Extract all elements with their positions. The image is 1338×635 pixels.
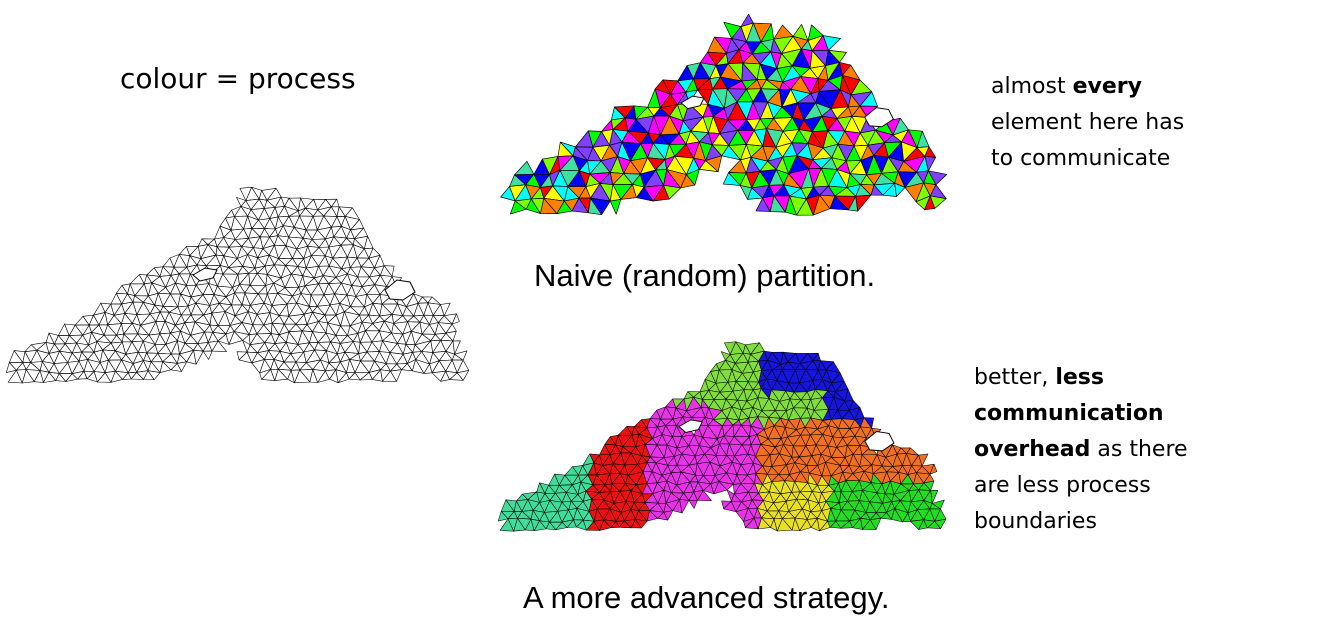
naive-note-part-1: almost [991,74,1073,99]
random-partition-mesh [500,13,948,216]
advanced-mesh-triangle [931,499,945,510]
plain-mesh-triangle [211,340,227,352]
plain-mesh-triangle [147,370,161,380]
advanced-mesh-island-hole [864,430,895,452]
random-mesh-triangle [894,182,906,197]
random-mesh-triangle [929,195,947,209]
colour-legend-text: colour = process [120,62,356,95]
plain-lake-mesh [5,187,470,384]
random-mesh-triangle [855,194,872,212]
plain-mesh-triangle [445,330,457,342]
plain-mesh-island-hole [192,267,218,282]
naive-note-part-3: element here has to communicate [991,110,1185,171]
random-mesh-triangle [609,199,622,215]
advanced-mesh-island-hole [678,419,703,433]
advanced-note-part-2: less communication overhead [974,365,1164,462]
plain-mesh-triangle [451,313,460,325]
advanced-mesh-triangle [869,518,882,530]
naive-note-part-2: every [1072,74,1142,99]
plain-mesh-triangle [177,361,187,372]
random-mesh-triangle [514,161,535,176]
advanced-mesh-triangle [697,490,712,502]
random-mesh-triangle [705,155,723,173]
advanced-mesh-triangle [934,518,947,529]
random-mesh-triangle [663,184,681,200]
plain-mesh-triangle [202,350,213,360]
random-mesh-triangle [822,35,841,51]
plain-mesh-triangle [452,340,461,355]
advanced-mesh-triangle [635,519,648,529]
random-mesh-triangle [828,49,847,63]
random-mesh-island-hole [864,107,895,128]
advanced-mesh-triangle [929,463,938,475]
plain-mesh-triangle [383,265,395,277]
naive-partition-caption: Naive (random) partition. [534,258,876,293]
random-mesh-island-hole [680,95,705,110]
advanced-mesh-triangle [679,499,690,514]
advanced-note-part-3: as there are less process boundaries [974,437,1188,534]
advanced-note-part-1: better, [974,365,1056,390]
random-mesh-triangle [686,168,700,186]
plain-mesh-triangle [193,350,204,365]
random-mesh-triangle [590,197,611,216]
plain-mesh-triangle [233,331,250,341]
plain-mesh-triangle [456,370,470,381]
naive-partition-note: almost every element here has to communi… [991,69,1211,177]
advanced-mesh-triangle [718,481,734,491]
plain-mesh-triangle [390,369,402,382]
plain-mesh-triangle [454,350,468,361]
random-mesh-triangle [928,170,948,186]
advanced-mesh-triangle [663,510,674,521]
advanced-strategy-caption: A more advanced strategy. [523,580,890,615]
advanced-mesh-triangle [688,500,698,509]
advanced-mesh-triangle [918,453,929,467]
advanced-mesh-triangle [930,490,939,504]
advanced-mesh-triangle [923,480,935,491]
advanced-partition-mesh [497,341,947,532]
plain-mesh-island-hole [384,279,416,301]
advanced-mesh-triangle [863,417,874,429]
plain-mesh-triangle [440,302,451,316]
random-mesh-triangle [924,156,937,172]
advanced-partition-note: better, less communication overhead as t… [974,360,1204,540]
